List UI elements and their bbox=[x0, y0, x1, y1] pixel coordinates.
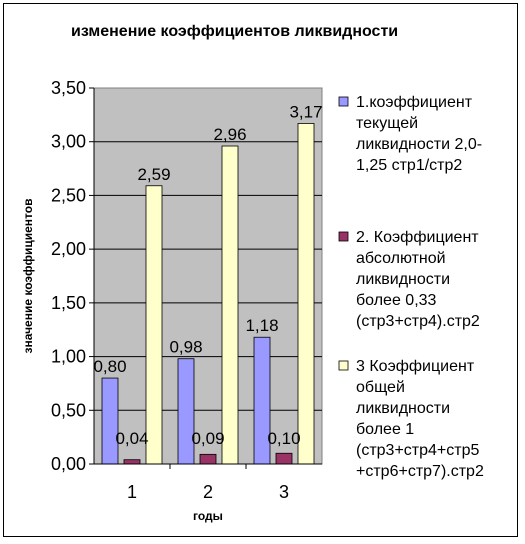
legend-swatch bbox=[338, 231, 349, 242]
y-tick-label: 3,00 bbox=[51, 132, 86, 152]
plot-area bbox=[93, 87, 323, 465]
data-label: 0,04 bbox=[115, 429, 148, 448]
chart-title: изменение коэффициентов ликвидности bbox=[71, 23, 398, 40]
x-axis-title: годы bbox=[193, 509, 223, 523]
y-axis-title: значение коэффициентов bbox=[21, 199, 35, 354]
data-label: 0,09 bbox=[191, 429, 224, 448]
data-label: 2,96 bbox=[213, 125, 246, 144]
data-label: 3,17 bbox=[289, 102, 322, 121]
data-label: 0,98 bbox=[169, 338, 202, 357]
y-tick-label: 0,50 bbox=[51, 400, 86, 420]
bar-series-3-cat-2 bbox=[221, 145, 239, 465]
legend-label-line: более 1 bbox=[356, 421, 414, 438]
legend-label-line: 1,25 стр1/стр2 bbox=[356, 157, 462, 174]
legend-label-line: абсолютной bbox=[356, 250, 446, 267]
bar-series-2-cat-1 bbox=[123, 459, 141, 465]
legend-label-line: 3 Коэффициент bbox=[356, 358, 475, 375]
x-tick-label: 2 bbox=[203, 482, 213, 502]
x-tick-label: 1 bbox=[127, 482, 137, 502]
bar-series-3-cat-3 bbox=[297, 123, 315, 465]
y-tick-label: 2,50 bbox=[51, 185, 86, 205]
x-axis-ticks: 1 2 3 bbox=[94, 463, 322, 502]
bar-series-1-cat-2 bbox=[177, 358, 195, 465]
data-label: 0,80 bbox=[93, 357, 126, 376]
gridlines bbox=[94, 141, 322, 411]
legend-label-line: общей bbox=[356, 379, 405, 396]
legend-label-line: 2. Коэффициент bbox=[356, 229, 479, 246]
legend-label-line: (стр3+стр4).стр2 bbox=[356, 313, 480, 330]
legend-label-line: ликвидности bbox=[356, 271, 450, 288]
y-axis-ticks: 0,00 0,50 1,00 1,50 2,00 2,50 3,00 3,50 bbox=[51, 78, 95, 474]
legend-swatch bbox=[338, 96, 349, 107]
legend: 1.коэффициент текущей ликвидности 2,0- 1,25… bbox=[338, 94, 484, 480]
bar-series-2-cat-2 bbox=[199, 453, 217, 465]
y-tick-label: 1,50 bbox=[51, 293, 86, 313]
legend-label-line: 1.коэффициент bbox=[356, 94, 473, 111]
bar-series-2-cat-3 bbox=[275, 452, 293, 465]
legend-label-line: текущей bbox=[356, 115, 418, 132]
bar-series-3-cat-1 bbox=[145, 185, 163, 465]
legend-label-line: ликвидности bbox=[356, 400, 450, 417]
bars bbox=[101, 123, 315, 465]
data-label: 0,10 bbox=[267, 429, 300, 448]
data-label: 1,18 bbox=[245, 316, 278, 335]
legend-label-line: (стр3+стр4+стр5 bbox=[356, 442, 479, 459]
data-label: 2,59 bbox=[137, 165, 170, 184]
bar-series-1-cat-1 bbox=[101, 377, 119, 465]
y-tick-label: 3,50 bbox=[51, 78, 86, 98]
y-tick-label: 0,00 bbox=[51, 454, 86, 474]
y-tick-label: 1,00 bbox=[51, 347, 86, 367]
legend-label-line: ликвидности 2,0- bbox=[356, 136, 482, 153]
data-labels: 0,80 0,04 2,59 0,98 0,09 2,96 1,18 0,10 3,17 bbox=[93, 102, 322, 448]
legend-label-line: более 0,33 bbox=[356, 292, 437, 309]
legend-swatch bbox=[338, 360, 349, 371]
x-tick-label: 3 bbox=[279, 482, 289, 502]
y-tick-label: 2,00 bbox=[51, 239, 86, 259]
legend-label-line: +стр6+стр7).стр2 bbox=[356, 463, 484, 480]
